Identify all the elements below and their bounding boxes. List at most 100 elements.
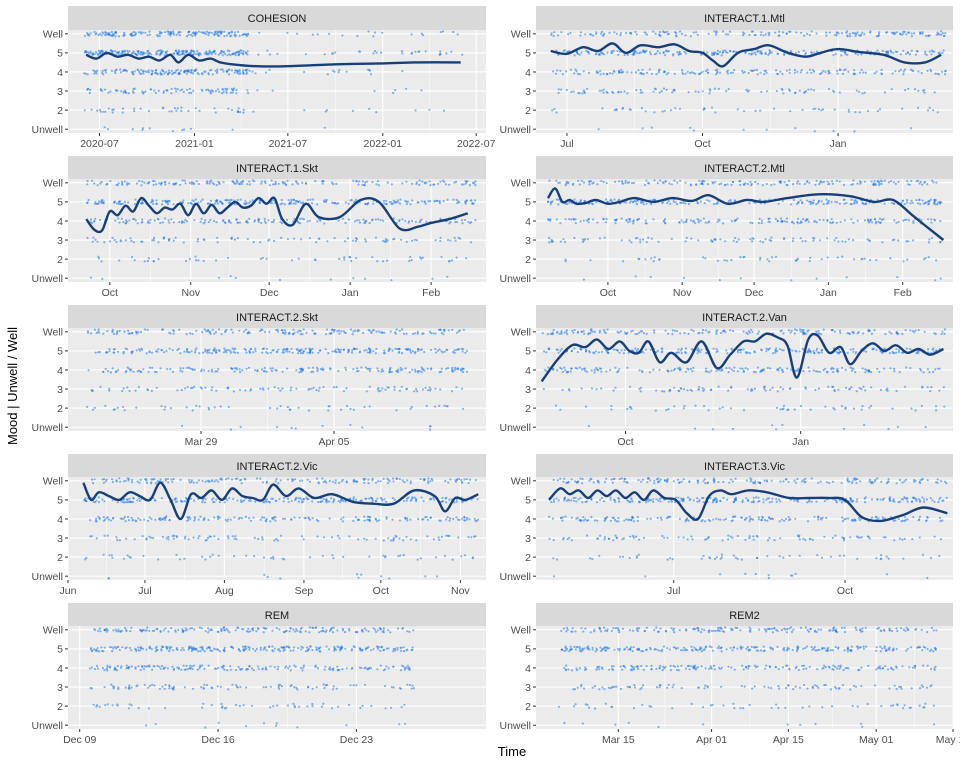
data-point	[808, 181, 811, 184]
data-point	[221, 30, 224, 33]
data-point	[141, 218, 144, 221]
data-point	[292, 328, 295, 331]
y-tick-label: 3	[525, 235, 531, 247]
data-point	[248, 69, 251, 72]
smooth-line	[540, 332, 945, 383]
data-point	[156, 49, 159, 53]
data-point	[685, 236, 688, 239]
data-point	[611, 200, 614, 203]
data-point	[340, 408, 343, 411]
data-point	[715, 31, 718, 34]
data-point	[815, 179, 818, 182]
data-point	[155, 202, 158, 205]
data-point	[139, 72, 142, 75]
data-point	[541, 332, 544, 335]
data-point	[121, 49, 124, 53]
data-point	[96, 240, 99, 243]
data-point	[296, 330, 299, 334]
data-point	[238, 368, 241, 371]
data-point	[105, 183, 108, 186]
data-point	[934, 368, 937, 371]
data-point	[405, 240, 408, 243]
data-point	[301, 217, 304, 220]
data-point	[748, 33, 751, 37]
data-point	[121, 405, 125, 409]
data-point	[450, 390, 454, 393]
data-point	[792, 237, 795, 240]
data-point	[899, 68, 902, 71]
data-point	[610, 404, 613, 408]
data-point	[109, 371, 112, 374]
data-point	[248, 183, 251, 186]
data-point	[311, 198, 314, 201]
data-point	[796, 180, 800, 183]
data-point	[309, 556, 312, 559]
data-point	[559, 240, 563, 243]
data-point	[218, 90, 221, 93]
data-point	[244, 515, 247, 519]
data-point	[644, 219, 647, 222]
data-point	[564, 202, 567, 205]
data-point	[421, 388, 424, 391]
data-point	[684, 240, 687, 243]
data-point	[768, 238, 771, 242]
data-point	[141, 180, 144, 183]
data-point	[186, 366, 189, 369]
data-point	[295, 180, 298, 183]
data-point	[589, 179, 593, 183]
data-point	[429, 516, 432, 519]
data-point	[597, 351, 601, 354]
data-point	[248, 366, 251, 369]
data-point	[142, 91, 145, 94]
data-point	[676, 51, 679, 54]
data-point	[594, 350, 597, 353]
data-point	[445, 52, 448, 55]
data-point	[725, 259, 729, 262]
data-point	[832, 370, 835, 374]
data-point	[97, 328, 100, 331]
data-point	[903, 203, 906, 206]
data-point	[129, 369, 132, 372]
data-point	[409, 538, 412, 541]
data-point	[923, 91, 926, 94]
data-point	[321, 180, 324, 183]
data-point	[112, 108, 115, 111]
data-point	[339, 351, 342, 354]
data-point	[131, 72, 135, 75]
data-point	[157, 348, 160, 351]
data-point	[361, 180, 364, 183]
data-point	[574, 218, 577, 221]
data-point	[329, 278, 332, 281]
data-point	[598, 89, 601, 92]
data-point	[583, 332, 586, 335]
data-point	[242, 33, 245, 36]
data-point	[416, 330, 419, 334]
data-point	[421, 256, 424, 259]
data-point	[555, 179, 558, 182]
data-point	[89, 50, 92, 53]
data-point	[121, 183, 124, 186]
data-point	[638, 369, 641, 372]
data-point	[902, 49, 905, 52]
data-point	[801, 108, 804, 111]
data-point	[652, 329, 656, 332]
data-point	[146, 221, 149, 224]
data-point	[348, 255, 351, 259]
data-point	[268, 184, 271, 187]
data-point	[846, 35, 849, 38]
data-point	[596, 221, 599, 224]
data-point	[171, 349, 174, 352]
data-point	[342, 516, 345, 519]
data-point	[89, 519, 92, 522]
data-point	[94, 217, 97, 220]
data-point	[190, 71, 193, 74]
data-point	[213, 406, 216, 409]
data-point	[149, 88, 152, 91]
data-point	[708, 92, 711, 95]
data-point	[118, 539, 121, 542]
data-point	[249, 389, 252, 392]
data-point	[114, 370, 117, 373]
data-point	[176, 389, 179, 392]
data-point	[663, 390, 666, 393]
